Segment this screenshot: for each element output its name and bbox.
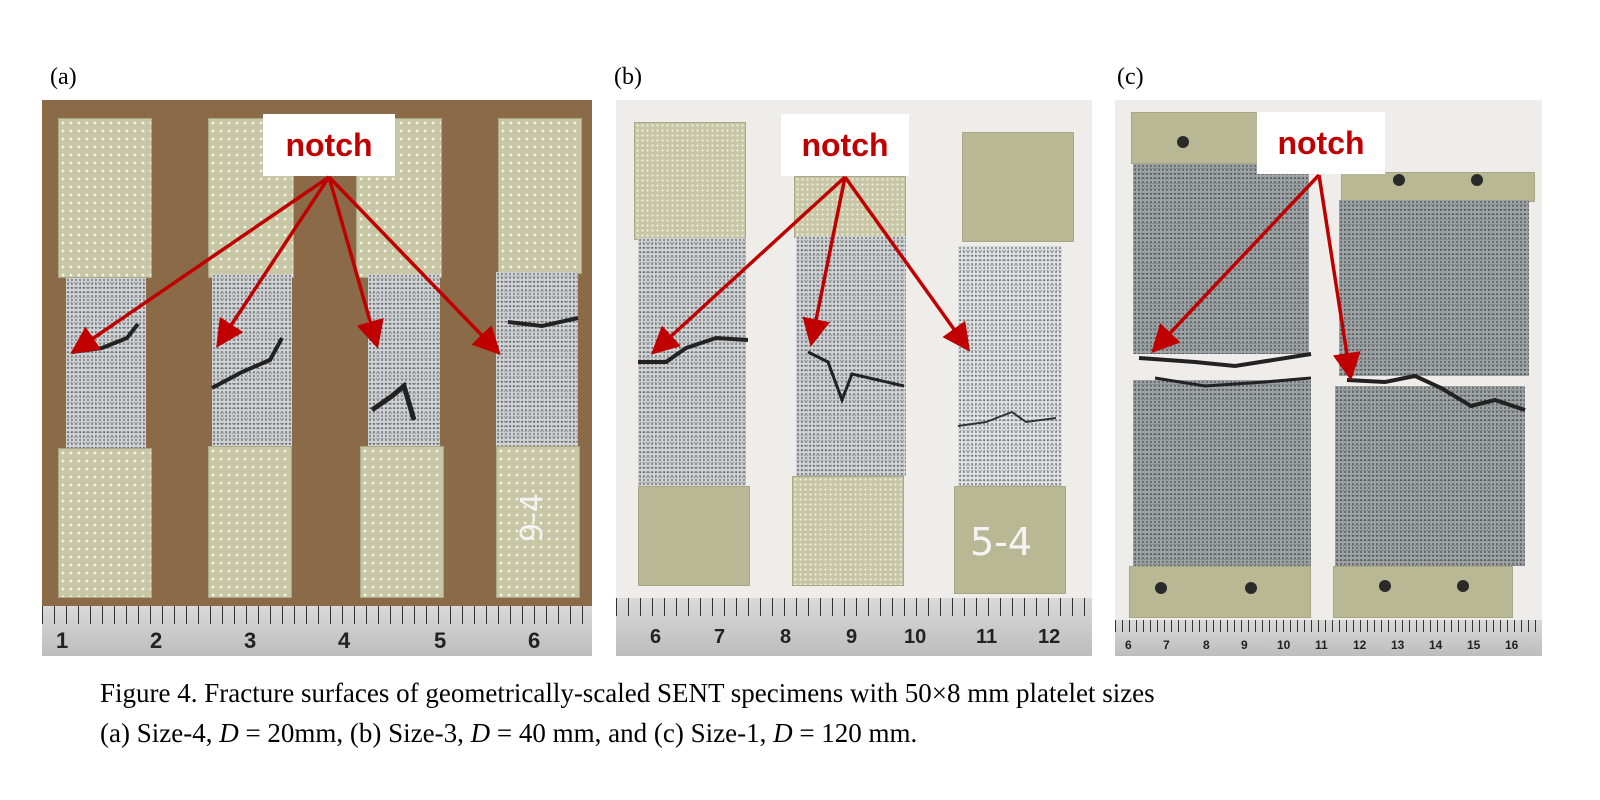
notch-label-a: notch <box>263 114 395 176</box>
crack-lines-b <box>638 335 1057 427</box>
photo-c: 6 7 8 9 10 11 12 13 14 15 16 <box>1115 100 1542 656</box>
figure-caption: Figure 4. Fracture surfaces of geometric… <box>100 673 1520 753</box>
caption-line-1: Figure 4. Fracture surfaces of geometric… <box>100 678 1155 708</box>
notch-label-c: notch <box>1257 112 1385 174</box>
ruler-b: 6 7 8 9 10 11 12 <box>616 598 1092 656</box>
crack-lines-c <box>1138 352 1526 412</box>
ruler-a: 1 2 3 4 5 6 <box>42 606 592 656</box>
handwritten-label-b: 5-4 <box>970 520 1033 564</box>
notch-label-b: notch <box>781 114 909 176</box>
photo-b: 5-4 6 7 8 9 10 11 12 <box>616 100 1092 656</box>
crack-lines-a <box>71 316 579 421</box>
ruler-c: 6 7 8 9 10 11 12 13 14 15 16 <box>1115 620 1542 656</box>
caption-line-2: (a) Size-4, D = 20mm, (b) Size-3, D = 40… <box>100 718 918 748</box>
panel-label-b: (b) <box>614 64 642 90</box>
panel-label-c: (c) <box>1117 64 1144 90</box>
panel-label-a: (a) <box>50 64 77 90</box>
photo-a: 9-4 1 2 3 4 5 6 <box>42 100 592 656</box>
